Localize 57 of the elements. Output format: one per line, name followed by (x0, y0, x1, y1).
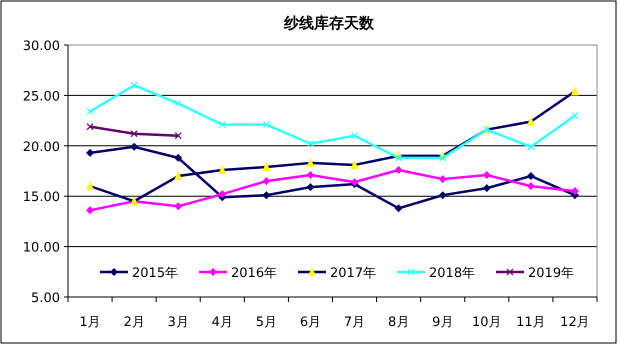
x-tick-label: 5月 (256, 315, 278, 330)
point (571, 112, 579, 120)
legend-label: 2017年 (330, 266, 376, 281)
point (86, 108, 94, 116)
x-tick-label: 6月 (300, 315, 322, 330)
y-tick-label: 10.00 (22, 240, 60, 256)
point (130, 130, 138, 138)
x-tick-label: 2月 (123, 315, 145, 330)
point (218, 121, 226, 128)
x-tick-label: 10月 (472, 315, 502, 330)
x-tick-label: 4月 (212, 315, 233, 330)
point (86, 148, 94, 157)
point (86, 123, 94, 130)
point (86, 206, 94, 214)
point (218, 190, 226, 198)
legend-label: 2016年 (231, 266, 278, 281)
point (394, 204, 403, 212)
point (482, 184, 491, 192)
point (130, 142, 138, 151)
x-tick-label: 7月 (344, 315, 366, 330)
x-tick-label: 9月 (432, 315, 454, 330)
legend-label: 2019年 (528, 266, 574, 281)
point (570, 187, 579, 196)
point (526, 182, 535, 190)
point (262, 191, 270, 200)
y-tick-label: 25.00 (22, 89, 60, 104)
point (350, 132, 358, 140)
point (174, 100, 182, 108)
y-tick-label: 30.00 (22, 39, 60, 54)
point (174, 202, 182, 210)
point (306, 171, 314, 180)
point (174, 132, 182, 140)
point (438, 175, 447, 184)
point (527, 143, 534, 150)
point (482, 171, 491, 180)
point (394, 166, 403, 174)
point (174, 154, 182, 162)
x-tick-label: 11月 (516, 315, 546, 330)
point (262, 177, 270, 186)
point (130, 82, 138, 89)
legend-label: 2015年 (132, 266, 178, 281)
point (395, 154, 402, 162)
x-tick-label: 8月 (388, 315, 410, 330)
point (439, 154, 446, 162)
x-tick-label: 3月 (168, 315, 189, 330)
legend-label: 2018年 (429, 266, 476, 281)
point (306, 183, 314, 192)
y-tick-label: 15.00 (22, 190, 60, 206)
y-tick-label: 5.00 (31, 291, 60, 306)
point (438, 191, 447, 200)
point (526, 172, 535, 180)
point (262, 121, 270, 128)
y-tick-label: 20.00 (22, 140, 60, 155)
chart-title: 纱线库存天数 (283, 14, 375, 32)
x-tick-label: 12月 (560, 315, 590, 330)
point (306, 140, 314, 148)
x-tick-label: 1月 (79, 315, 101, 330)
